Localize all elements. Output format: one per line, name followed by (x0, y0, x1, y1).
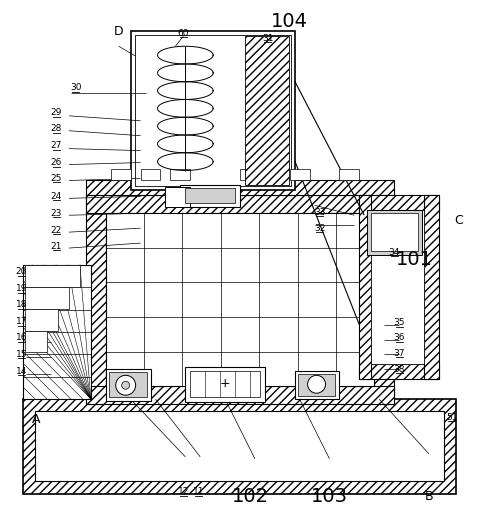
Text: 29: 29 (50, 108, 62, 117)
Bar (23, 265, 91, 399)
Text: 36: 36 (393, 333, 405, 342)
Circle shape (116, 375, 136, 395)
Bar (181, 185, 240, 208)
Bar (297, 374, 335, 396)
Circle shape (122, 381, 130, 389)
Bar (111, 168, 131, 180)
Bar (109, 372, 147, 397)
Text: 19: 19 (15, 284, 27, 294)
Bar (165, 187, 190, 208)
Bar (190, 371, 260, 397)
Circle shape (308, 375, 326, 393)
Bar (185, 188, 235, 203)
Text: 14: 14 (16, 367, 27, 376)
Bar (86, 180, 394, 195)
Text: 20: 20 (16, 267, 27, 277)
Bar (290, 168, 309, 180)
Bar (374, 195, 394, 404)
Text: 24: 24 (50, 192, 62, 201)
Text: 103: 103 (311, 487, 348, 506)
Bar (25, 265, 80, 287)
Bar (424, 195, 439, 379)
Text: 30: 30 (70, 83, 82, 93)
Bar (23, 399, 456, 493)
Text: D: D (114, 25, 124, 38)
Text: 22: 22 (50, 226, 62, 235)
Bar (25, 287, 69, 308)
Bar (86, 195, 106, 404)
Text: 60: 60 (178, 29, 189, 38)
Bar (171, 168, 190, 180)
Text: 51: 51 (446, 413, 457, 422)
Text: 12: 12 (178, 487, 189, 496)
Bar (371, 210, 424, 365)
Text: 11: 11 (193, 487, 204, 496)
Text: 17: 17 (15, 317, 27, 326)
Text: 25: 25 (50, 174, 62, 183)
Text: A: A (32, 413, 40, 425)
Bar (359, 195, 439, 210)
Text: +: + (220, 377, 230, 390)
Bar (185, 367, 265, 402)
Text: 102: 102 (231, 487, 268, 506)
Text: 28: 28 (50, 124, 62, 133)
Bar (245, 36, 289, 185)
Text: 23: 23 (50, 209, 62, 218)
Text: 33: 33 (314, 208, 325, 217)
Text: 35: 35 (393, 318, 405, 327)
Text: 21: 21 (50, 242, 62, 251)
Text: 15: 15 (15, 350, 27, 359)
Text: 37: 37 (393, 349, 405, 358)
Bar (140, 168, 160, 180)
Bar (25, 331, 47, 352)
Bar (106, 369, 150, 401)
Bar (240, 168, 260, 180)
Text: C: C (455, 214, 463, 227)
Bar (359, 195, 371, 379)
Bar (35, 411, 444, 480)
Text: B: B (424, 490, 433, 503)
Text: 38: 38 (393, 365, 405, 374)
Bar (25, 308, 58, 331)
Text: 27: 27 (50, 141, 62, 150)
Text: 18: 18 (15, 300, 27, 309)
Text: 101: 101 (396, 250, 433, 269)
Text: 26: 26 (50, 158, 62, 167)
Bar (371, 213, 418, 251)
Bar (131, 31, 295, 191)
Bar (135, 36, 291, 186)
Bar (86, 195, 394, 213)
Text: 16: 16 (15, 333, 27, 342)
Text: 34: 34 (388, 248, 400, 256)
Bar (295, 371, 340, 399)
Bar (367, 210, 422, 255)
Bar (359, 365, 439, 379)
Text: 104: 104 (271, 12, 308, 31)
Bar (340, 168, 359, 180)
Bar (86, 386, 394, 404)
Text: 32: 32 (314, 224, 325, 233)
Bar (106, 213, 374, 386)
Text: 31: 31 (262, 34, 274, 43)
